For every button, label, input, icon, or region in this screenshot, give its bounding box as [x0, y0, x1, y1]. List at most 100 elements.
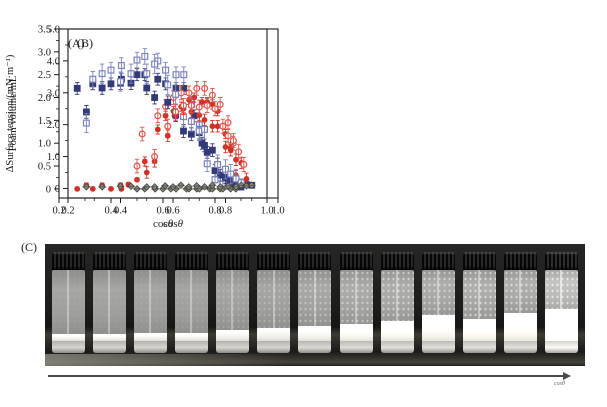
- data-point-filled-square: [151, 94, 159, 101]
- vial-glass: [421, 270, 455, 315]
- data-point-filled-circle: [199, 99, 205, 105]
- trend-arrow: [48, 372, 571, 380]
- foam-layer: [216, 330, 250, 341]
- foam-layer: [298, 326, 332, 341]
- vial-cap: [339, 252, 373, 270]
- vial-glass: [134, 270, 168, 333]
- liquid-layer: [134, 341, 168, 353]
- liquid-layer: [52, 341, 85, 353]
- data-point-filled-square: [201, 141, 208, 149]
- vial-glass: [93, 270, 127, 334]
- data-point-filled-circle: [214, 123, 221, 130]
- data-point-filled-circle: [154, 126, 161, 133]
- y-tick-label: 2.5: [38, 70, 51, 81]
- y-tick-label: 1.5: [38, 116, 51, 127]
- surface-tension-chart: 0.2 0.4 0.6 0.8 1.001.02.03.04.05.0cosθΔSurf…: [5, 25, 285, 231]
- data-point-filled-square: [98, 84, 106, 92]
- y-tick-label: 1.0: [38, 139, 51, 150]
- liquid-layer: [175, 341, 209, 353]
- glass-highlight: [231, 270, 234, 330]
- glass-highlight: [272, 270, 275, 328]
- vial-body: [93, 270, 127, 353]
- vial-cap: [503, 252, 537, 270]
- glass-highlight: [190, 270, 193, 333]
- vial: [52, 252, 85, 353]
- panel-label: (B): [77, 36, 93, 50]
- y-tick-label: 3.0: [47, 88, 60, 99]
- foam-layer: [93, 334, 127, 341]
- vial-cap: [216, 252, 250, 270]
- vial-cap: [544, 252, 578, 270]
- foam-layer: [380, 321, 414, 341]
- glass-highlight: [313, 270, 316, 326]
- x-tick-label: 0.2: [52, 206, 65, 217]
- data-point-filled-circle: [74, 185, 81, 192]
- liquid-layer: [544, 341, 578, 353]
- vial-body: [421, 270, 455, 353]
- foam-layer: [462, 319, 496, 341]
- vial: [380, 252, 414, 353]
- vial-body: [503, 270, 537, 353]
- data-point-filled-circle: [141, 158, 148, 165]
- vial: [257, 252, 291, 353]
- data-point-filled-circle: [134, 176, 140, 183]
- data-point-filled-circle: [143, 169, 150, 176]
- vial-glass: [339, 270, 373, 324]
- x-tick-label: 0.6: [156, 206, 169, 217]
- data-point-filled-circle: [243, 175, 250, 182]
- liquid-layer: [216, 341, 250, 353]
- glass-highlight: [149, 270, 152, 333]
- data-point-filled-square: [107, 80, 115, 88]
- y-tick-label: 4.0: [47, 56, 60, 67]
- x-tick-label: 0.8: [219, 206, 232, 217]
- vial-body: [380, 270, 414, 353]
- vial-glass: [257, 270, 291, 328]
- vial: [544, 252, 578, 353]
- data-point-filled-circle: [108, 185, 114, 192]
- foam-layer: [257, 328, 291, 341]
- x-tick-label: 0.8: [208, 206, 221, 217]
- x-tick-label: 0.4: [114, 206, 128, 217]
- foam-layer: [544, 309, 578, 341]
- x-tick-label: 1.0: [271, 206, 284, 217]
- vial: [298, 252, 332, 353]
- data-point-filled-circle: [162, 112, 169, 119]
- data-point-filled-circle: [191, 94, 198, 101]
- data-point-filled-square: [164, 98, 172, 106]
- liquid-layer: [462, 341, 496, 353]
- vial: [93, 252, 127, 353]
- x-tick-label: 1.0: [260, 206, 273, 217]
- trend-arrow-label: cosθ: [554, 381, 565, 387]
- vial-body: [544, 270, 578, 353]
- vial: [503, 252, 537, 353]
- data-point-filled-square: [73, 84, 81, 92]
- foam-layer: [421, 315, 455, 341]
- panel-c-label: (C): [21, 240, 37, 254]
- y-axis-label: Foam volume/mL: [8, 76, 19, 152]
- liquid-layer: [339, 341, 373, 353]
- x-axis-label: cosθ: [163, 218, 184, 230]
- vial-photo: [45, 244, 585, 366]
- vial: [216, 252, 250, 353]
- vial-body: [257, 270, 291, 353]
- vial-cap: [380, 252, 414, 270]
- data-point-filled-circle: [201, 116, 208, 123]
- y-tick-label: 1.0: [47, 152, 60, 163]
- vial-glass: [216, 270, 250, 330]
- foam-layer: [339, 324, 373, 341]
- foam-layer: [503, 313, 537, 341]
- data-point-filled-circle: [227, 147, 234, 154]
- y-tick-label: 5.0: [47, 25, 60, 36]
- glass-highlight: [108, 270, 111, 334]
- vial: [134, 252, 168, 353]
- x-tick-label: 0.2: [61, 206, 74, 217]
- data-point-filled-square: [143, 84, 151, 92]
- x-tick-label: 0.4: [104, 206, 118, 217]
- glass-highlight: [395, 270, 398, 321]
- y-tick-label: 0: [55, 184, 60, 195]
- arrow-head-icon: [563, 372, 571, 380]
- glass-highlight: [354, 270, 357, 324]
- vial: [462, 252, 496, 353]
- liquid-layer: [93, 341, 127, 353]
- vial: [339, 252, 373, 353]
